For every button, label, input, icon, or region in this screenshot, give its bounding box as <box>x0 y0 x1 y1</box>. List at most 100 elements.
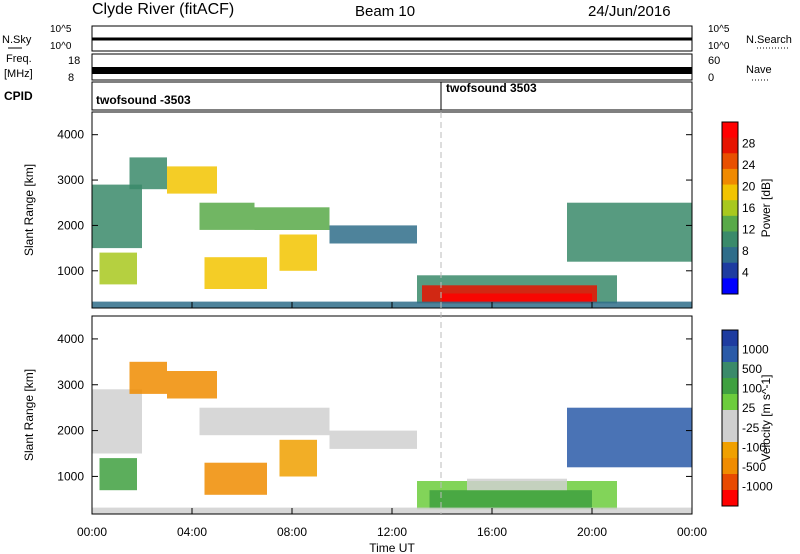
nave-tick-top: 60 <box>708 55 720 67</box>
power-colorbar-tick-1: 24 <box>742 158 756 172</box>
power-region-11 <box>442 293 592 304</box>
power-colorbar-tick-3: 16 <box>742 201 756 215</box>
velocity-region-3 <box>167 371 217 399</box>
power-colorbar-swatch-7 <box>722 231 738 248</box>
nsky-right-tick-bottom: 10^0 <box>708 41 730 52</box>
velocity-colorbar: 1000 500 100 25 -25 -100 -500 -1000 Velocity [m … <box>721 329 773 507</box>
power-panel: 4000 3000 2000 1000 Slant Range [km] <box>22 111 693 309</box>
velocity-ytick-label-0: 4000 <box>57 332 84 346</box>
velocity-region-5 <box>204 462 267 495</box>
power-colorbar-frame <box>721 121 739 295</box>
power-cells <box>92 157 692 308</box>
velocity-region-11 <box>567 407 692 468</box>
power-yticks: 4000 3000 2000 1000 <box>57 128 693 308</box>
velocity-colorbar-swatch-1 <box>722 346 738 363</box>
power-region-1 <box>99 252 137 285</box>
power-colorbar-tick-2: 20 <box>742 180 756 194</box>
velocity-colorbar-swatch-10 <box>722 490 738 507</box>
xtick-label-0: 00:00 <box>77 525 107 539</box>
power-region-6 <box>254 207 330 230</box>
velocity-colorbar-swatch-5 <box>722 410 738 427</box>
velocity-ytick-label-3: 1000 <box>57 469 84 483</box>
power-region-0 <box>92 184 142 249</box>
power-region-12 <box>567 202 692 262</box>
power-ytick-label-3: 1000 <box>57 264 84 278</box>
freq-tick-top: 18 <box>68 55 80 67</box>
power-colorbar-swatch-5 <box>722 200 738 217</box>
velocity-yticks: 4000 3000 2000 1000 <box>57 332 692 483</box>
velocity-region-0 <box>92 389 142 454</box>
velocity-colorbar-tick-6: -500 <box>742 460 766 474</box>
power-colorbar-swatch-1 <box>722 137 738 154</box>
beam-title: Beam 10 <box>355 3 415 20</box>
velocity-colorbar-tick-0: 1000 <box>742 343 769 357</box>
velocity-colorbar-frame <box>721 329 739 507</box>
velocity-region-10 <box>467 478 567 491</box>
xtick-label-3: 12:00 <box>377 525 407 539</box>
power-ylabel: Slant Range [km] <box>22 164 36 256</box>
power-colorbar-swatch-0 <box>722 122 738 139</box>
power-region-3 <box>167 166 217 194</box>
power-colorbar-swatch-6 <box>722 215 738 232</box>
velocity-ytick-label-1: 3000 <box>57 378 84 392</box>
nave-label: Nave <box>746 64 772 76</box>
velocity-region-1 <box>99 458 137 491</box>
xtick-label-1: 04:00 <box>177 525 207 539</box>
nsky-label: N.Sky <box>2 34 32 46</box>
velocity-colorbar-swatch-4 <box>722 394 738 411</box>
velocity-xticks: 00:00 04:00 08:00 12:00 16:00 20:00 00:00 <box>77 508 707 539</box>
power-region-7 <box>279 234 317 271</box>
velocity-colorbar-tick-2: 100 <box>742 382 762 396</box>
date-title: 24/Jun/2016 <box>588 3 671 20</box>
velocity-ylabel: Slant Range [km] <box>22 369 36 461</box>
velocity-region-4 <box>199 407 330 436</box>
nsearch-label: N.Search <box>746 34 792 46</box>
nave-tick-bottom: 0 <box>708 72 714 84</box>
velocity-region-6 <box>279 439 317 477</box>
velocity-region-7 <box>329 430 417 449</box>
velocity-region-2 <box>129 361 167 394</box>
power-colorbar-label: Power [dB] <box>759 179 773 238</box>
freq-strip: Freq. [MHz] 18 8 60 0 Nave <box>4 53 772 84</box>
cpid-label: CPID <box>4 89 33 103</box>
xtick-label-6: 00:00 <box>677 525 707 539</box>
freq-unit: [MHz] <box>4 68 33 80</box>
power-colorbar-swatch-4 <box>722 184 738 201</box>
power-ytick-label-1: 3000 <box>57 173 84 187</box>
velocity-colorbar-label: Velocity [m s^-1] <box>759 375 773 462</box>
velocity-colorbar-tick-4: -25 <box>742 421 760 435</box>
power-region-4 <box>199 202 255 230</box>
power-region-2 <box>129 157 167 190</box>
power-region-8 <box>329 225 417 244</box>
velocity-colorbar-swatch-7 <box>722 442 738 459</box>
nsky-tick-bottom: 10^0 <box>50 41 72 52</box>
xtick-label-5: 20:00 <box>577 525 607 539</box>
power-colorbar-tick-0: 28 <box>742 137 756 151</box>
nsky-tick-top: 10^5 <box>50 24 72 35</box>
velocity-colorbar-tick-5: -100 <box>742 440 766 454</box>
power-colorbar-tick-4: 12 <box>742 223 756 237</box>
power-ytick-label-2: 2000 <box>57 218 84 232</box>
velocity-colorbar-swatch-2 <box>722 362 738 379</box>
velocity-colorbar-tick-7: -1000 <box>742 479 773 493</box>
power-colorbar-swatch-3 <box>722 168 738 186</box>
power-region-5 <box>204 257 267 289</box>
power-colorbar-swatch-2 <box>722 153 738 170</box>
power-colorbar: 28 24 20 16 12 8 4 Power [dB] <box>721 121 773 295</box>
velocity-colorbar-swatch-6 <box>722 426 738 443</box>
nsky-right-tick-top: 10^5 <box>708 24 730 35</box>
freq-label: Freq. <box>6 53 32 65</box>
velocity-region-9 <box>429 490 592 509</box>
power-colorbar-swatch-8 <box>722 247 738 264</box>
power-colorbar-swatch-9 <box>722 262 738 279</box>
velocity-ytick-label-2: 2000 <box>57 424 84 438</box>
freq-tick-bottom: 8 <box>68 72 74 84</box>
nsky-strip: N.Sky 10^5 10^0 10^5 10^0 N.Search <box>2 24 792 52</box>
velocity-colorbar-tick-3: 25 <box>742 401 756 415</box>
power-colorbar-tick-5: 8 <box>742 244 749 258</box>
velocity-colorbar-swatch-3 <box>722 378 738 395</box>
velocity-colorbar-swatch-9 <box>722 474 738 491</box>
station-title: Clyde River (fitACF) <box>92 1 234 18</box>
xtick-label-2: 08:00 <box>277 525 307 539</box>
power-colorbar-tick-6: 4 <box>742 266 749 280</box>
